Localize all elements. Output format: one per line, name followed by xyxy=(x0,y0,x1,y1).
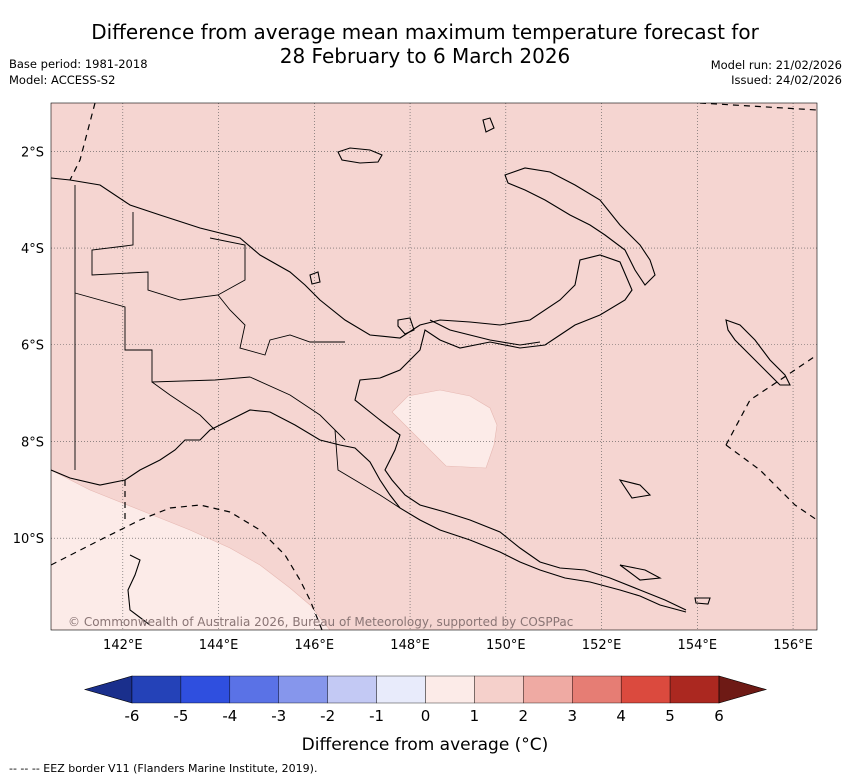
issued-date: Issued: 24/02/2026 xyxy=(731,73,842,87)
colorbar-tick-6: 0 xyxy=(421,707,431,725)
lon-label-1: 144°E xyxy=(199,638,239,653)
colorbar-segment-2 xyxy=(229,675,279,704)
colorbar-segment-3 xyxy=(278,675,328,704)
lon-label-4: 150°E xyxy=(486,638,526,653)
eez-borders xyxy=(51,103,817,630)
colorbar-tick-11: 5 xyxy=(665,707,675,725)
colorbar-tick-5: -1 xyxy=(369,707,384,725)
colorbar-tick-10: 4 xyxy=(616,707,626,725)
colorbar-tick-4: -2 xyxy=(320,707,335,725)
colorbar-segment-6 xyxy=(425,675,475,704)
anomaly-region-southwest xyxy=(51,469,331,630)
colorbar: -6 -5 -4 -3 -2 -1 0 1 2 3 4 5 6 xyxy=(83,675,768,725)
lon-label-3: 148°E xyxy=(390,638,430,653)
lat-label-4: 10°S xyxy=(13,532,44,547)
lon-label-2: 146°E xyxy=(295,638,335,653)
colorbar-tick-2: -4 xyxy=(222,707,237,725)
colorbar-tick-3: -3 xyxy=(271,707,286,725)
model-name: Model: ACCESS-S2 xyxy=(9,73,116,87)
base-period: Base period: 1981-2018 xyxy=(9,57,148,71)
international-borders xyxy=(74,185,401,509)
colorbar-segment-4 xyxy=(327,675,377,704)
colorbar-segment-7 xyxy=(474,675,524,704)
colorbar-tick-1: -5 xyxy=(173,707,188,725)
colorbar-tick-9: 3 xyxy=(567,707,577,725)
title-line-2: 28 February to 6 March 2026 xyxy=(279,44,571,68)
lon-label-7: 156°E xyxy=(773,638,813,653)
colorbar-segment-9 xyxy=(572,675,622,704)
latitude-labels: 2°S 4°S 6°S 8°S 10°S xyxy=(13,145,44,547)
colorbar-segment-8 xyxy=(523,675,573,704)
colorbar-segment-0 xyxy=(131,675,182,704)
anomaly-region-central xyxy=(391,389,498,469)
graticule xyxy=(51,103,817,630)
colorbar-segment-5 xyxy=(376,675,426,704)
colorbar-tick-7: 1 xyxy=(470,707,480,725)
lat-label-3: 8°S xyxy=(21,435,44,450)
lon-label-5: 152°E xyxy=(582,638,622,653)
colorbar-segment-11 xyxy=(669,675,720,704)
colorbar-segment-1 xyxy=(180,675,231,704)
title-line-1: Difference from average mean maximum tem… xyxy=(91,20,759,44)
lon-label-6: 154°E xyxy=(678,638,718,653)
lon-label-0: 142°E xyxy=(103,638,143,653)
colorbar-tick-0: -6 xyxy=(125,707,140,725)
colorbar-label: Difference from average (°C) xyxy=(302,735,549,755)
model-run: Model run: 21/02/2026 xyxy=(710,58,842,72)
colorbar-tick-8: 2 xyxy=(519,707,529,725)
lat-label-0: 2°S xyxy=(21,145,44,160)
eez-legend: -- -- -- EEZ border V11 (Flanders Marine… xyxy=(9,762,318,775)
lat-label-2: 6°S xyxy=(21,339,44,354)
copyright-notice: © Commonwealth of Australia 2026, Bureau… xyxy=(68,615,573,629)
longitude-labels: 142°E 144°E 146°E 148°E 150°E 152°E 154°E 156°E xyxy=(103,638,813,653)
colorbar-extend-low xyxy=(83,675,133,704)
map-frame xyxy=(50,102,818,631)
lat-label-1: 4°S xyxy=(21,242,44,257)
colorbar-segment-10 xyxy=(620,675,671,704)
colorbar-tick-12: 6 xyxy=(714,707,724,725)
coastlines xyxy=(51,117,791,626)
colorbar-extend-high xyxy=(718,675,768,704)
